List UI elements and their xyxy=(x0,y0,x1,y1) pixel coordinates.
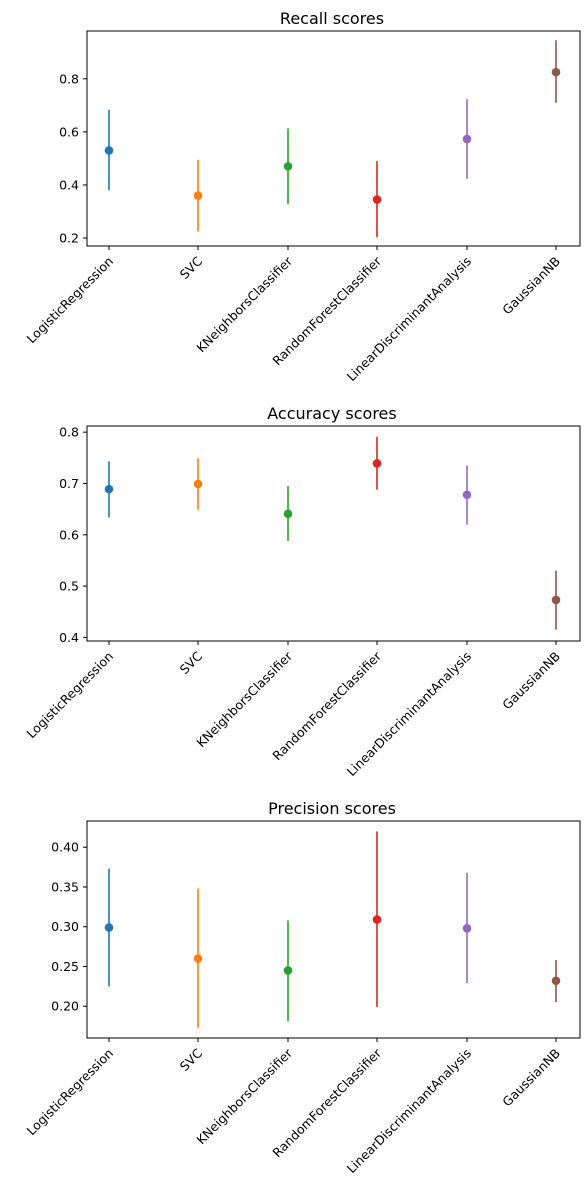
x-axis: LogisticRegression SVCKNeighborsClassifie… xyxy=(24,641,563,779)
y-axis: 0.20 0.25 0.30 0.35 0.40 xyxy=(51,840,87,1014)
y-tick-label: 0.40 xyxy=(51,840,79,855)
data-point xyxy=(193,191,203,200)
y-axis: 0.2 0.4 0.6 0.8 xyxy=(59,71,87,246)
x-tick-label: KNeighborsClassifier xyxy=(193,253,295,355)
x-axis: LogisticRegression SVCKNeighborsClassifie… xyxy=(24,1038,563,1176)
data-point xyxy=(193,479,203,489)
plot-frame xyxy=(86,30,581,247)
y-tick-label: 0.4 xyxy=(59,177,79,192)
data-point xyxy=(283,966,293,975)
data-point xyxy=(104,923,114,932)
recall-chart: Recall scores 0.2 0.4 0.6 0.8 LogisticRegre… xyxy=(24,9,581,384)
y-tick-label: 0.35 xyxy=(51,879,79,894)
y-tick-label: 0.5 xyxy=(59,579,79,594)
x-tick-label: SVC xyxy=(177,1045,206,1074)
chart-title: Precision scores xyxy=(268,799,396,818)
x-tick-label: LogisticRegression xyxy=(24,254,117,347)
data-marks xyxy=(104,40,561,238)
plot-frame xyxy=(86,425,581,642)
y-tick-label: 0.8 xyxy=(59,71,79,86)
data-point xyxy=(462,490,472,500)
y-tick-label: 0.6 xyxy=(59,527,79,542)
x-axis: LogisticRegression SVCKNeighborsClassifie… xyxy=(24,246,563,384)
data-point xyxy=(283,162,293,171)
x-tick-label: SVC xyxy=(177,648,206,677)
data-point xyxy=(283,509,293,519)
y-tick-label: 0.2 xyxy=(59,231,79,246)
data-marks xyxy=(104,831,561,1028)
chart-title: Accuracy scores xyxy=(267,404,396,423)
data-point xyxy=(462,134,472,144)
data-point xyxy=(372,195,382,204)
x-tick-label: LogisticRegression xyxy=(24,649,117,742)
x-tick-label: GaussianNB xyxy=(499,254,563,318)
y-tick-label: 0.8 xyxy=(59,425,79,440)
plot-frame xyxy=(86,820,581,1039)
chart-title: Recall scores xyxy=(280,9,384,28)
data-point xyxy=(462,924,472,933)
data-point xyxy=(372,459,382,468)
data-point xyxy=(551,595,561,605)
data-point xyxy=(104,484,114,494)
data-point xyxy=(104,146,114,155)
y-tick-label: 0.25 xyxy=(51,959,79,974)
x-tick-label: KNeighborsClassifier xyxy=(193,648,295,750)
data-point xyxy=(551,67,561,77)
x-tick-label: SVC xyxy=(177,253,206,282)
data-point xyxy=(193,954,203,963)
y-tick-label: 0.7 xyxy=(59,476,79,491)
data-point xyxy=(551,976,561,986)
x-tick-label: LogisticRegression xyxy=(24,1046,117,1139)
x-tick-label: GaussianNB xyxy=(499,649,563,713)
y-tick-label: 0.6 xyxy=(59,124,79,139)
accuracy-chart: Accuracy scores 0.4 0.5 0.6 0.7 0.8 Logistic… xyxy=(24,404,581,779)
y-tick-label: 0.30 xyxy=(51,919,79,934)
y-tick-label: 0.4 xyxy=(59,630,79,645)
y-tick-label: 0.20 xyxy=(51,999,79,1014)
y-axis: 0.4 0.5 0.6 0.7 0.8 xyxy=(59,425,87,645)
data-marks xyxy=(104,436,561,630)
x-tick-label: KNeighborsClassifier xyxy=(193,1045,295,1147)
data-point xyxy=(372,915,382,924)
precision-chart: Precision scores 0.20 0.25 0.30 0.35 0.40 Lo… xyxy=(24,799,581,1176)
x-tick-label: GaussianNB xyxy=(499,1046,563,1110)
